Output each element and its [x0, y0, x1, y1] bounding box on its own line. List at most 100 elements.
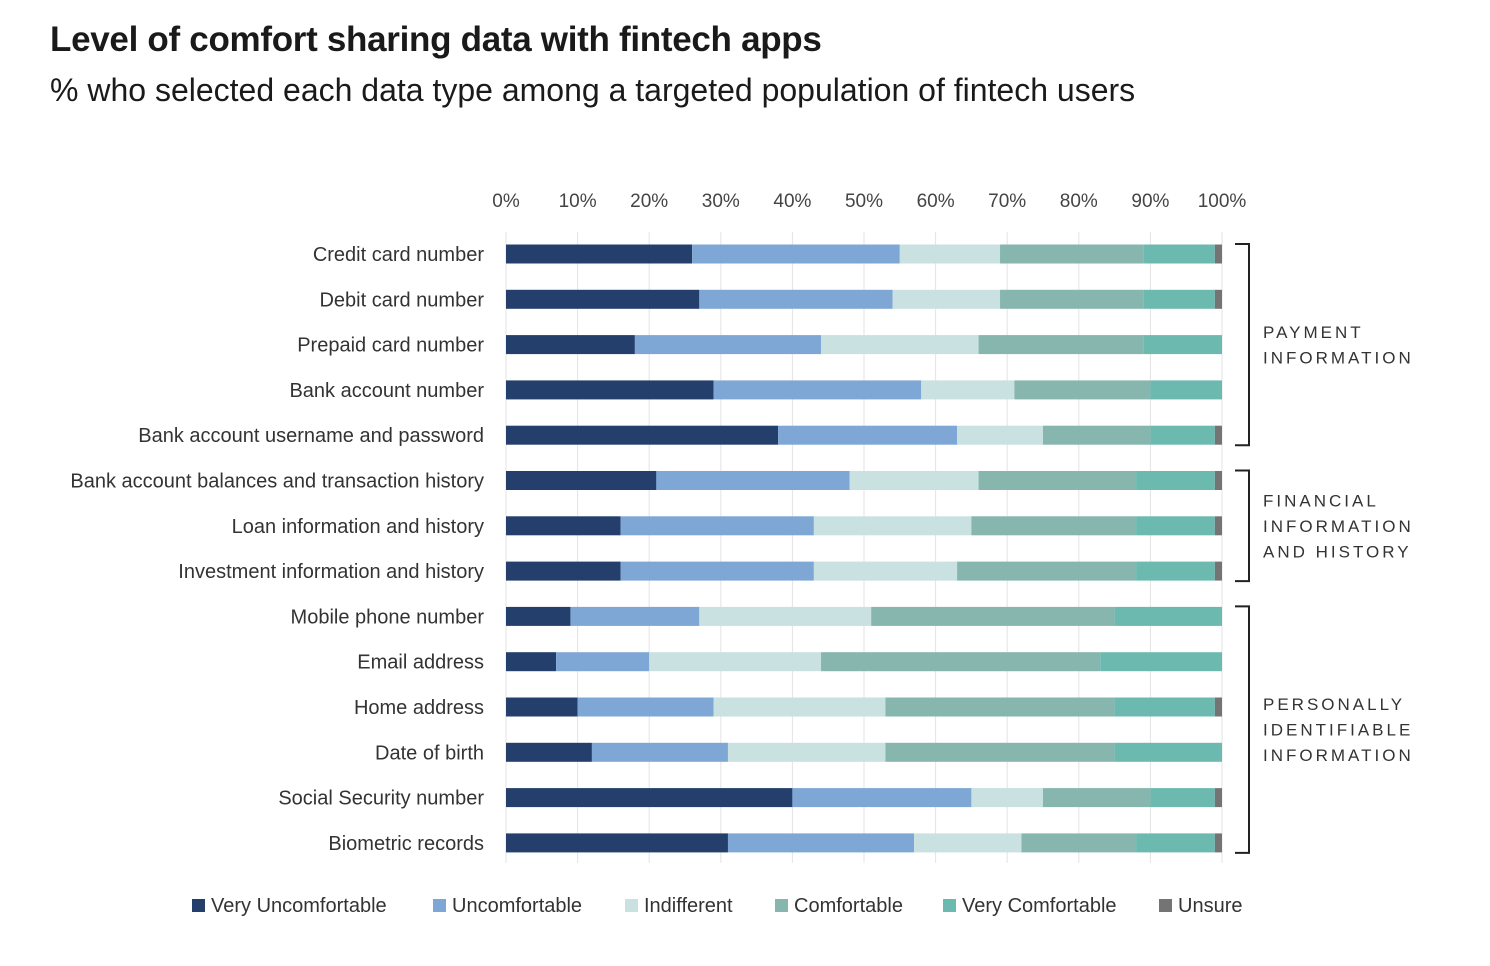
bar-segment	[656, 471, 850, 490]
x-tick-label: 70%	[988, 191, 1026, 212]
bar-segment	[899, 244, 1001, 264]
legend-swatch	[433, 899, 446, 912]
legend-label: Unsure	[1178, 895, 1242, 917]
bar-segment	[1214, 788, 1222, 808]
bar-segment	[1021, 833, 1137, 853]
group-label: PERSONALLY	[1263, 695, 1405, 714]
bar-segment	[778, 425, 958, 445]
bar-segment	[921, 380, 1015, 400]
category-label: Investment information and history	[178, 561, 484, 583]
bar-segment	[727, 833, 915, 853]
legend-swatch	[1159, 899, 1172, 912]
bar-segment	[506, 742, 592, 762]
category-label: Social Security number	[278, 788, 484, 810]
bar-segment	[634, 335, 822, 355]
bar-segment	[699, 606, 872, 626]
bar-segment	[1150, 380, 1222, 400]
category-label: Bank account balances and transaction hi…	[70, 471, 484, 493]
bar-segment	[1214, 244, 1222, 264]
bar-segment	[885, 697, 1115, 717]
bar-segment	[792, 788, 972, 808]
x-tick-label: 40%	[773, 191, 811, 212]
group-label: IDENTIFIABLE	[1263, 721, 1413, 740]
bar-segment	[813, 516, 972, 536]
bar-segment	[1000, 289, 1144, 309]
legend-swatch	[775, 899, 788, 912]
bar-segment	[506, 561, 621, 581]
category-label: Email address	[357, 652, 484, 674]
bar-segment	[699, 289, 893, 309]
legend-label: Uncomfortable	[452, 895, 582, 917]
bar-segment	[727, 742, 886, 762]
bar-segment	[1214, 833, 1222, 853]
group-label: PAYMENT	[1263, 323, 1364, 342]
group-label: INFORMATION	[1263, 746, 1414, 765]
category-label: Prepaid card number	[297, 335, 484, 357]
x-tick-label: 80%	[1060, 191, 1098, 212]
bar-segment	[506, 471, 657, 490]
category-label: Loan information and history	[232, 516, 484, 538]
bar-segment	[892, 289, 1001, 309]
x-tick-label: 100%	[1198, 191, 1247, 212]
bar-segment	[1150, 425, 1215, 445]
bar-segment	[506, 606, 571, 626]
bar-segment	[620, 516, 814, 536]
bar-segment	[971, 516, 1137, 536]
chart-subtitle: % who selected each data type among a ta…	[50, 72, 1136, 108]
legend-label: Very Uncomfortable	[211, 895, 387, 917]
x-tick-label: 20%	[630, 191, 668, 212]
bar-segment	[957, 561, 1137, 581]
group-bracket	[1235, 243, 1250, 447]
x-tick-label: 10%	[559, 191, 597, 212]
category-label: Biometric records	[328, 833, 484, 855]
bar-segment	[813, 561, 958, 581]
bar-segment	[506, 244, 693, 264]
bar-segment	[1114, 742, 1222, 762]
bar-segment	[591, 742, 728, 762]
bar-segment	[885, 742, 1115, 762]
bar-segment	[649, 652, 822, 672]
legend-swatch	[943, 899, 956, 912]
bar-segment	[1214, 697, 1222, 717]
bar-segment	[1114, 697, 1215, 717]
category-label: Mobile phone number	[291, 606, 485, 628]
category-labels: Credit card number Debit card number Prepa…	[70, 244, 484, 855]
bar-segment	[1143, 335, 1222, 355]
bar-segment	[1150, 788, 1215, 808]
bar-segment	[506, 697, 578, 717]
legend-label: Comfortable	[794, 895, 903, 917]
group-label: FINANCIAL	[1263, 491, 1379, 510]
x-tick-label: 90%	[1131, 191, 1169, 212]
bar-segment	[620, 561, 814, 581]
bar-segment	[506, 516, 621, 536]
bar-segment	[821, 335, 979, 355]
group-label: INFORMATION	[1263, 348, 1414, 367]
bar-segment	[1043, 425, 1151, 445]
bars	[506, 244, 1222, 853]
group-label: INFORMATION	[1263, 517, 1414, 536]
bar-segment	[506, 833, 728, 853]
bar-segment	[1143, 289, 1215, 309]
bar-segment	[506, 788, 793, 808]
bar-segment	[556, 652, 650, 672]
category-label: Bank account username and password	[138, 425, 484, 447]
category-label: Credit card number	[313, 244, 485, 266]
bar-segment	[1100, 652, 1222, 672]
category-label: Home address	[354, 697, 484, 719]
bar-segment	[1136, 516, 1215, 536]
group-bracket	[1235, 469, 1250, 583]
bar-segment	[1136, 561, 1215, 581]
bar-segment	[1214, 425, 1222, 445]
legend-swatch	[192, 899, 205, 912]
category-label: Debit card number	[319, 289, 484, 311]
x-tick-label: 30%	[702, 191, 740, 212]
bar-segment	[871, 606, 1115, 626]
bar-segment	[1014, 380, 1151, 400]
bar-segment	[506, 652, 557, 672]
bar-segment	[570, 606, 700, 626]
bar-segment	[821, 652, 1101, 672]
bar-segment	[713, 697, 886, 717]
bar-segment	[1143, 244, 1215, 264]
bar-segment	[1214, 561, 1222, 581]
